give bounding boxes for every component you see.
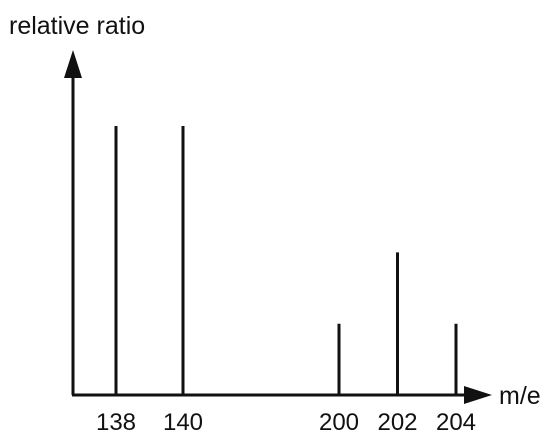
- x-axis-label: m/e: [499, 382, 541, 410]
- x-tick-label-202: 202: [377, 409, 417, 432]
- spectrum-lines: [114, 126, 458, 395]
- y-axis-arrowhead: [64, 50, 82, 78]
- x-tick-label-204: 204: [436, 409, 476, 432]
- x-tick-label-200: 200: [319, 409, 359, 432]
- x-tick-label-140: 140: [163, 409, 203, 432]
- y-axis-label: relative ratio: [9, 12, 145, 40]
- x-tick-labels: 138 140 200 202 204: [96, 409, 476, 432]
- x-axis-arrowhead: [464, 386, 492, 404]
- x-tick-label-138: 138: [96, 409, 136, 432]
